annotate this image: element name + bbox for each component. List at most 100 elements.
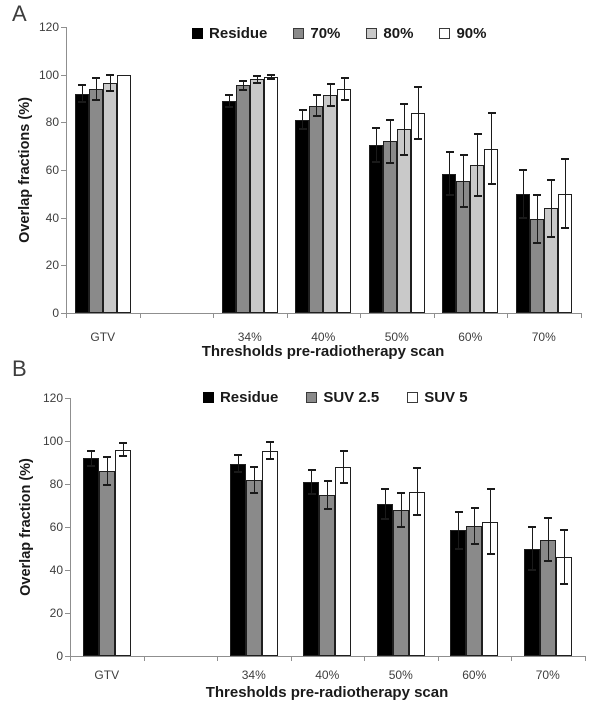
error-bar-a-70-70-cap-top: [533, 194, 542, 197]
error-bar-b-gtv-suv-2-5-line: [106, 457, 108, 486]
error-bar-b-gtv-suv-5-cap-top: [119, 442, 128, 445]
error-bar-a-34-70-cap-top: [239, 79, 248, 82]
bar-a-50-80: [396, 129, 411, 313]
x-axis-line-a: [66, 313, 582, 314]
error-bar-a-70-residue-cap-bottom: [519, 216, 528, 219]
error-bar-b-gtv-residue-cap-bottom: [87, 464, 96, 467]
bar-a-40-residue: [295, 119, 310, 313]
bar-b-gtv-residue: [82, 458, 99, 656]
error-bar-b-40-suv-2-5-cap-top: [323, 479, 332, 482]
error-bar-a-50-90-cap-top: [414, 85, 423, 88]
category-label-a-50: 50%: [384, 330, 409, 344]
error-bar-a-70-residue-line: [522, 170, 524, 218]
error-bar-b-70-suv-5-cap-bottom: [560, 582, 569, 585]
y-tick-b-0: [65, 656, 70, 657]
x-tick-a-5: [433, 313, 435, 318]
error-bar-a-60-90-cap-bottom: [487, 183, 496, 186]
category-label-b-34: 34%: [241, 668, 266, 682]
legend-item-a-80: 80%: [366, 25, 413, 42]
error-bar-a-60-90-cap-top: [487, 111, 496, 114]
error-bar-a-40-90-cap-bottom: [340, 98, 349, 101]
y-tick-a-20: [61, 265, 66, 267]
error-bar-a-34-residue-line: [228, 94, 230, 107]
legend-item-b-suv-5: SUV 5: [407, 389, 468, 406]
error-bar-b-60-suv-2-5-cap-bottom: [470, 543, 479, 546]
x-tick-b-4: [364, 656, 365, 661]
error-bar-a-70-80-line: [550, 179, 552, 237]
y-tick-label-b-0: 0: [56, 649, 63, 663]
bar-a-60-residue: [442, 173, 457, 313]
bar-b-gtv-suv-5: [114, 449, 131, 656]
legend-label-a-70: 70%: [310, 25, 341, 42]
error-bar-b-60-suv-5-cap-bottom: [486, 552, 495, 555]
error-bar-a-70-90-cap-bottom: [561, 227, 570, 230]
bar-a-70-residue: [515, 193, 530, 313]
bar-b-60-residue: [450, 530, 467, 656]
bar-b-50-suv-5: [408, 491, 425, 656]
error-bar-b-34-residue-line: [237, 454, 239, 473]
error-bar-b-50-suv-5-cap-bottom: [413, 514, 422, 517]
error-bar-b-70-residue-cap-bottom: [528, 569, 537, 571]
x-tick-a-1: [139, 313, 141, 318]
legend-label-a-residue: Residue: [209, 25, 268, 42]
x-tick-a-6: [507, 313, 508, 318]
error-bar-b-50-suv-2-5-cap-bottom: [397, 526, 406, 528]
bar-b-gtv-suv-2-5: [98, 471, 115, 656]
error-bar-a-60-70-cap-bottom: [459, 205, 468, 208]
legend-swatch-suv-5-icon: [407, 392, 419, 403]
y-tick-b-60: [65, 527, 70, 528]
bar-b-70-residue: [523, 548, 540, 656]
error-bar-b-34-suv-2-5-line: [253, 466, 255, 493]
error-bar-b-gtv-suv-5-line: [122, 443, 124, 457]
error-bar-a-50-residue-line: [375, 128, 377, 162]
category-label-b-60: 60%: [462, 668, 487, 682]
y-tick-b-100: [65, 441, 70, 442]
error-bar-a-40-90-cap-top: [340, 77, 349, 80]
y-tick-label-b-100: 100: [42, 434, 63, 448]
error-bar-b-50-residue-cap-top: [381, 488, 390, 491]
error-bar-a-60-residue-cap-bottom: [445, 194, 454, 197]
legend-swatch-suv-2-5-icon: [306, 392, 318, 403]
x-tick-a-2: [213, 313, 214, 318]
category-label-b-gtv: GTV: [94, 668, 120, 682]
category-label-a-70: 70%: [531, 330, 556, 344]
legend-swatch-80-icon: [366, 28, 378, 39]
error-bar-a-50-residue-cap-bottom: [372, 160, 381, 163]
bar-a-gtv-70: [88, 88, 103, 313]
bar-b-60-suv-5: [482, 521, 499, 656]
error-bar-a-40-80-cap-bottom: [326, 104, 335, 107]
x-tick-b-1: [143, 656, 145, 661]
error-bar-b-60-residue-cap-top: [454, 510, 463, 513]
error-bar-b-34-residue-cap-bottom: [234, 471, 243, 474]
error-bar-b-60-residue-line: [458, 511, 460, 549]
error-bar-a-50-80-cap-top: [400, 103, 409, 106]
error-bar-b-60-suv-5-line: [490, 489, 492, 554]
error-bar-b-60-suv-2-5-cap-top: [470, 506, 479, 509]
bar-a-gtv-residue: [74, 93, 89, 313]
error-bar-a-gtv-70-cap-top: [92, 77, 101, 80]
error-bar-a-34-residue-cap-bottom: [225, 105, 234, 108]
legend-label-a-90: 90%: [456, 25, 487, 42]
bar-a-60-90: [484, 148, 499, 313]
error-bar-b-50-suv-2-5-cap-top: [397, 491, 406, 494]
y-tick-label-b-20: 20: [49, 606, 63, 620]
error-bar-b-70-suv-2-5-cap-bottom: [544, 560, 553, 563]
error-bar-b-40-suv-2-5-cap-bottom: [323, 507, 332, 510]
panel-b-label: B: [12, 356, 27, 381]
y-tick-a-120: [61, 27, 66, 28]
y-tick-b-20: [65, 613, 70, 614]
x-tick-a-0: [66, 313, 67, 318]
error-bar-a-40-80-line: [330, 84, 332, 106]
error-bar-b-34-suv-2-5-cap-bottom: [250, 491, 259, 494]
error-bar-b-50-residue-line: [384, 489, 386, 520]
error-bar-a-40-70-cap-bottom: [312, 115, 321, 118]
error-bar-b-gtv-residue-line: [90, 450, 92, 466]
error-bar-b-34-suv-5-line: [269, 442, 271, 460]
x-tick-a-4: [360, 313, 361, 318]
error-bar-b-40-residue-line: [311, 470, 313, 494]
error-bar-a-70-70-line: [536, 195, 538, 243]
error-bar-a-60-residue-line: [449, 152, 451, 196]
y-tick-label-a-100: 100: [38, 67, 59, 82]
error-bar-b-60-suv-5-cap-top: [486, 488, 495, 491]
